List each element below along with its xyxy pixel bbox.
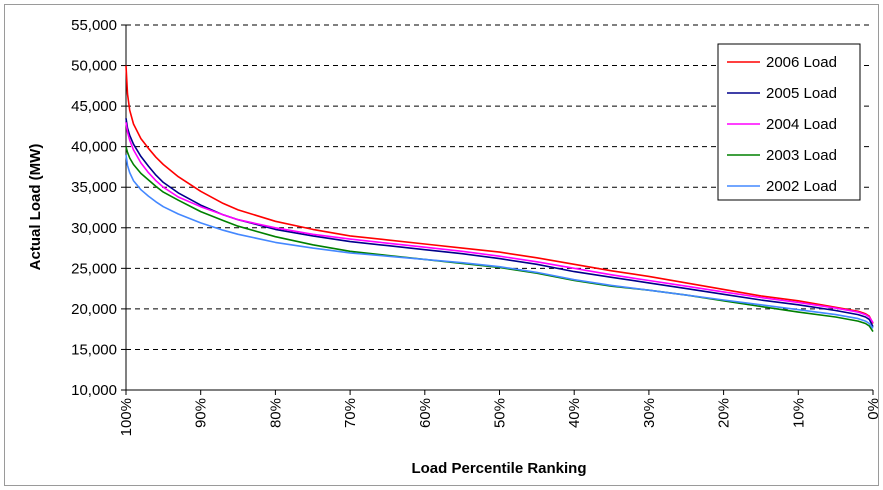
x-tick-label: 0% xyxy=(865,398,882,420)
y-tick-label: 50,000 xyxy=(71,58,117,75)
x-tick-label: 80% xyxy=(267,398,284,428)
y-axis-title: Actual Load (MW) xyxy=(27,144,44,271)
y-tick-label: 15,000 xyxy=(71,341,117,358)
axes xyxy=(121,24,874,395)
tick-labels: 10,000 15,000 20,000 25,000 30,000 35,000 40,0… xyxy=(71,17,882,436)
y-tick-label: 30,000 xyxy=(71,220,117,237)
y-tick-label: 25,000 xyxy=(71,260,117,277)
series-line-2002-load xyxy=(125,154,874,329)
series-lines xyxy=(125,65,874,333)
series-line-2005-load xyxy=(125,118,874,328)
x-tick-label: 40% xyxy=(566,398,583,428)
legend-label-2002-load: 2002 Load xyxy=(766,178,837,195)
series-line-2006-load xyxy=(125,65,874,324)
x-tick-label: 10% xyxy=(790,398,807,428)
x-tick-label: 30% xyxy=(641,398,658,428)
x-tick-label: 50% xyxy=(492,398,509,428)
y-tick-label: 20,000 xyxy=(71,301,117,318)
y-tick-label: 35,000 xyxy=(71,179,117,196)
y-tick-label: 10,000 xyxy=(71,382,117,399)
y-tick-label: 55,000 xyxy=(71,17,117,34)
legend-label-2004-load: 2004 Load xyxy=(766,116,837,133)
legend-box xyxy=(717,43,861,201)
x-axis-title: Load Percentile Ranking xyxy=(411,460,586,477)
legend-label-2005-load: 2005 Load xyxy=(766,85,837,102)
x-tick-label: 90% xyxy=(193,398,210,428)
legend: 2006 Load 2005 Load 2004 Load 2003 Load 2002… xyxy=(717,43,861,201)
legend-label-2006-load: 2006 Load xyxy=(766,54,837,71)
y-tick-label: 40,000 xyxy=(71,139,117,156)
series-line-2004-load xyxy=(125,122,874,324)
x-tick-label: 60% xyxy=(417,398,434,428)
x-tick-label: 70% xyxy=(342,398,359,428)
legend-label-2003-load: 2003 Load xyxy=(766,147,837,164)
x-tick-label: 20% xyxy=(716,398,733,428)
x-tick-label: 100% xyxy=(118,398,135,436)
y-tick-label: 45,000 xyxy=(71,98,117,115)
